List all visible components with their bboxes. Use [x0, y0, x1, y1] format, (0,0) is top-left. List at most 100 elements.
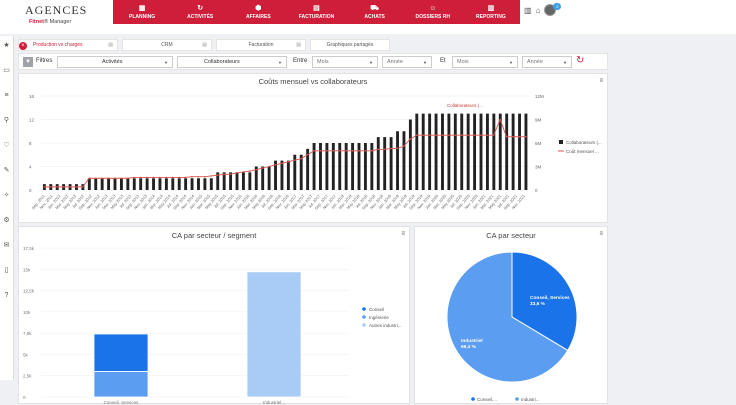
collaborateurs-bar[interactable] [254, 166, 258, 191]
cout-mensuel-point[interactable] [460, 134, 463, 136]
cout-mensuel-point[interactable] [133, 176, 135, 179]
nav-planning[interactable]: ▦ PLANNING [113, 0, 171, 24]
cout-mensuel-point[interactable] [75, 186, 78, 188]
mail-icon[interactable]: ✉ [3, 242, 10, 249]
collaborateurs-bar[interactable] [428, 113, 432, 190]
cout-mensuel-point[interactable] [415, 134, 418, 136]
cout-mensuel-point[interactable] [210, 175, 212, 177]
cout-mensuel-point[interactable] [396, 147, 399, 150]
cout-mensuel-point[interactable] [236, 171, 238, 174]
cout-mensuel-point[interactable] [518, 135, 521, 138]
cout-mensuel-point[interactable] [62, 186, 65, 188]
collaborateurs-bar[interactable] [241, 172, 245, 190]
cout-mensuel-point[interactable] [165, 176, 168, 179]
cout-mensuel-point[interactable] [268, 165, 270, 168]
collaborateurs-bar[interactable] [119, 178, 123, 190]
collaborateurs-bar[interactable] [447, 113, 451, 190]
cout-mensuel-point[interactable] [293, 159, 296, 162]
tab-production[interactable]: Production vs charges ▤ [18, 39, 118, 51]
cout-mensuel-point[interactable] [56, 186, 58, 188]
collaborateurs-bar[interactable] [485, 113, 489, 190]
nav-facturation[interactable]: ▤ FACTURATION [287, 0, 345, 24]
year-from-select[interactable]: Année ▼ [382, 56, 432, 68]
cout-mensuel-point[interactable] [345, 150, 347, 152]
collaborateurs-bar[interactable] [344, 143, 348, 190]
nav-affaires[interactable]: ⬢ AFFAIRES [229, 0, 287, 24]
cout-mensuel-point[interactable] [351, 150, 354, 152]
cout-mensuel-point[interactable] [524, 135, 527, 138]
collaborateurs-bar[interactable] [139, 178, 143, 190]
cout-mensuel-point[interactable] [146, 176, 148, 179]
collaborateurs-bar[interactable] [267, 166, 271, 191]
cout-mensuel-point[interactable] [191, 175, 193, 178]
collaborateurs-bar[interactable] [171, 178, 175, 190]
collaborateurs-bar[interactable] [319, 143, 322, 190]
collaborateurs-bar[interactable] [383, 137, 387, 190]
collaborateurs-bar[interactable] [492, 113, 496, 190]
gears-icon[interactable]: ⚙ [3, 217, 10, 224]
collaborateurs-bar[interactable] [473, 113, 477, 190]
collaborateurs-bar[interactable] [402, 131, 406, 190]
bar-segment[interactable] [93, 371, 149, 398]
collaborateurs-bar[interactable] [421, 113, 425, 190]
collaborateurs-bar[interactable] [126, 178, 130, 190]
cout-mensuel-point[interactable] [383, 148, 386, 151]
cout-mensuel-point[interactable] [223, 173, 225, 176]
nav-reporting[interactable]: ▥ REPORTING [462, 0, 520, 24]
cout-mensuel-point[interactable] [184, 176, 187, 179]
agences-logo[interactable]: AGENCES Fitnet® Manager [25, 3, 105, 29]
cout-mensuel-point[interactable] [43, 186, 46, 188]
cout-mensuel-point[interactable] [409, 138, 412, 140]
collaborateurs-bar[interactable] [466, 113, 470, 190]
book-icon[interactable]: ▯ [4, 267, 9, 274]
collaborateurs-bar[interactable] [299, 154, 303, 190]
collaborateurs-bar[interactable] [357, 143, 361, 190]
collaborateurs-bar[interactable] [94, 178, 98, 190]
cout-mensuel-point[interactable] [492, 134, 495, 136]
cout-mensuel-point[interactable] [94, 177, 97, 180]
tab-crm[interactable]: CRM ▤ [122, 39, 212, 51]
collaborateurs-bar[interactable] [498, 113, 502, 190]
cout-mensuel-point[interactable] [332, 150, 334, 152]
collaborateurs-bar[interactable] [325, 143, 329, 190]
cout-mensuel-point[interactable] [114, 177, 116, 180]
cout-mensuel-point[interactable] [338, 150, 341, 152]
collaborateurs-bar[interactable] [524, 113, 528, 190]
cout-mensuel-point[interactable] [81, 186, 84, 188]
cout-mensuel-point[interactable] [255, 168, 257, 171]
bar-segment[interactable] [93, 333, 149, 372]
cout-mensuel-point[interactable] [216, 174, 219, 176]
collaborateurs-bar[interactable] [338, 143, 342, 190]
building-icon[interactable]: ▥ [524, 5, 532, 15]
collaborateurs-bar[interactable] [274, 160, 277, 190]
refresh-icon[interactable]: ↻ [576, 55, 585, 66]
cout-mensuel-point[interactable] [280, 162, 283, 165]
cout-mensuel-point[interactable] [505, 135, 508, 138]
cout-mensuel-point[interactable] [107, 177, 110, 180]
collaborateurs-bar[interactable] [177, 178, 181, 190]
cout-mensuel-point[interactable] [454, 134, 456, 136]
chart-menu-icon[interactable]: ≡ [599, 78, 603, 84]
collaborateurs-bar[interactable] [107, 178, 111, 190]
cout-mensuel-point[interactable] [197, 175, 200, 178]
nav-achats[interactable]: ⛟ ACHATS [346, 0, 404, 24]
collaborateurs-bar[interactable] [370, 143, 374, 190]
wrench-icon[interactable]: ✧ [3, 192, 10, 199]
collaborateurs-select[interactable]: Collaborateurs ▼ [177, 56, 287, 68]
collaborateurs-bar[interactable] [229, 172, 233, 190]
collaborateurs-bar[interactable] [518, 113, 521, 190]
pie-slice[interactable] [446, 251, 569, 383]
cout-mensuel-point[interactable] [274, 164, 277, 166]
star-icon[interactable]: ★ [3, 42, 10, 49]
collaborateurs-bar[interactable] [261, 166, 265, 191]
collaborateurs-bar[interactable] [441, 113, 444, 190]
collaborateurs-bar[interactable] [87, 178, 91, 190]
cout-mensuel-point[interactable] [358, 150, 360, 152]
cout-mensuel-point[interactable] [447, 134, 450, 136]
cout-mensuel-point[interactable] [473, 134, 476, 136]
collaborateurs-bar[interactable] [145, 178, 149, 190]
cout-mensuel-point[interactable] [69, 186, 71, 188]
collaborateurs-bar[interactable] [132, 178, 136, 190]
cout-mensuel-point[interactable] [467, 134, 469, 136]
collaborateurs-bar[interactable] [363, 143, 367, 190]
